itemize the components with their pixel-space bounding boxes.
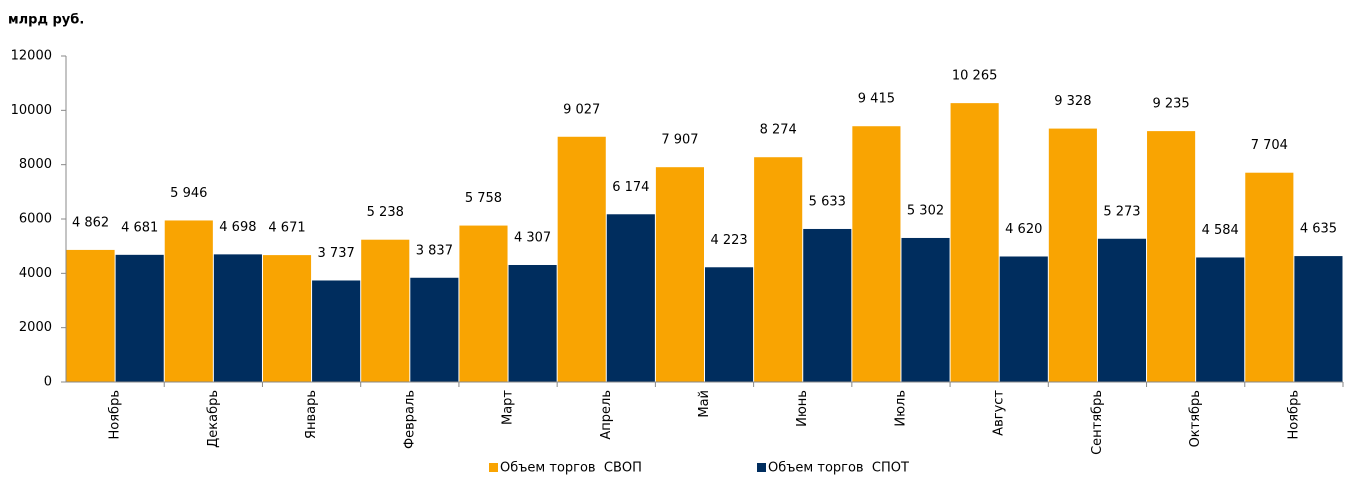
x-tick-label: Декабрь — [206, 390, 221, 448]
x-tick-label: Август — [992, 390, 1007, 436]
y-axis-label: млрд руб. — [8, 13, 84, 28]
value-label: 9 027 — [563, 102, 600, 117]
value-label: 4 698 — [219, 220, 256, 235]
bar — [1245, 172, 1294, 382]
legend-swatch — [489, 463, 498, 472]
value-label: 4 307 — [514, 230, 551, 245]
bar — [164, 220, 213, 382]
bar — [1294, 256, 1343, 382]
value-label: 4 862 — [72, 215, 109, 230]
bar — [655, 167, 704, 382]
y-tick-label: 0 — [44, 375, 52, 390]
y-tick-label: 10000 — [11, 103, 52, 118]
value-label: 5 273 — [1103, 204, 1140, 219]
value-label: 9 235 — [1152, 97, 1189, 112]
value-label: 5 758 — [465, 191, 502, 206]
value-label: 5 302 — [907, 203, 944, 218]
x-tick-label: Июль — [893, 390, 908, 427]
value-label: 10 265 — [952, 69, 998, 84]
bar — [606, 214, 655, 382]
bar — [1097, 238, 1147, 382]
y-tick-label: 4000 — [19, 266, 52, 281]
y-tick-label: 2000 — [19, 320, 52, 335]
bar — [213, 254, 262, 382]
bar — [1048, 128, 1097, 382]
value-label: 5 946 — [170, 186, 207, 201]
x-tick-label: Февраль — [402, 390, 417, 449]
y-tick-label: 12000 — [11, 49, 52, 64]
value-label: 3 837 — [416, 243, 453, 258]
bar — [1196, 257, 1245, 382]
bar — [312, 280, 361, 382]
legend-label: Объем торгов СВОП — [500, 461, 642, 476]
x-tick-label: Июнь — [795, 390, 810, 427]
bar — [852, 126, 901, 382]
x-tick-label: Ноябрь — [1286, 390, 1301, 439]
value-label: 4 671 — [268, 221, 305, 236]
x-tick-label: Апрель — [599, 390, 614, 440]
bar — [262, 255, 312, 382]
bar — [754, 157, 803, 382]
x-tick-label: Ноябрь — [108, 390, 123, 439]
bar — [803, 228, 852, 382]
x-tick-label: Сентябрь — [1090, 390, 1105, 455]
value-label: 9 328 — [1054, 94, 1091, 109]
bar — [459, 225, 508, 382]
bar — [361, 239, 410, 382]
bar — [508, 264, 557, 382]
value-label: 5 633 — [809, 194, 846, 209]
bar — [999, 256, 1048, 382]
value-label: 4 681 — [121, 220, 158, 235]
value-label: 4 584 — [1202, 223, 1239, 238]
x-tick-label: Январь — [304, 390, 319, 439]
bar — [410, 277, 459, 382]
bar — [705, 267, 754, 382]
value-label: 4 620 — [1005, 222, 1042, 237]
bar — [950, 103, 999, 383]
bar — [901, 237, 950, 382]
bar — [1147, 131, 1196, 382]
value-label: 3 737 — [318, 246, 355, 261]
value-label: 5 238 — [367, 205, 404, 220]
value-label: 4 635 — [1300, 222, 1337, 237]
legend-swatch — [757, 463, 766, 472]
y-tick-label: 8000 — [19, 157, 52, 172]
value-label: 7 704 — [1251, 138, 1288, 153]
x-tick-label: Март — [501, 390, 516, 425]
legend-label: Объем торгов СПОТ — [768, 461, 909, 476]
value-label: 8 274 — [760, 123, 797, 138]
x-tick-label: Май — [697, 390, 712, 418]
y-tick-label: 6000 — [19, 212, 52, 227]
value-label: 4 223 — [710, 233, 747, 248]
bar — [115, 254, 164, 382]
x-tick-label: Октябрь — [1188, 390, 1203, 447]
value-label: 9 415 — [858, 92, 895, 107]
bar — [66, 249, 115, 382]
value-label: 6 174 — [612, 180, 649, 195]
value-label: 7 907 — [661, 133, 698, 148]
bar — [557, 136, 606, 382]
